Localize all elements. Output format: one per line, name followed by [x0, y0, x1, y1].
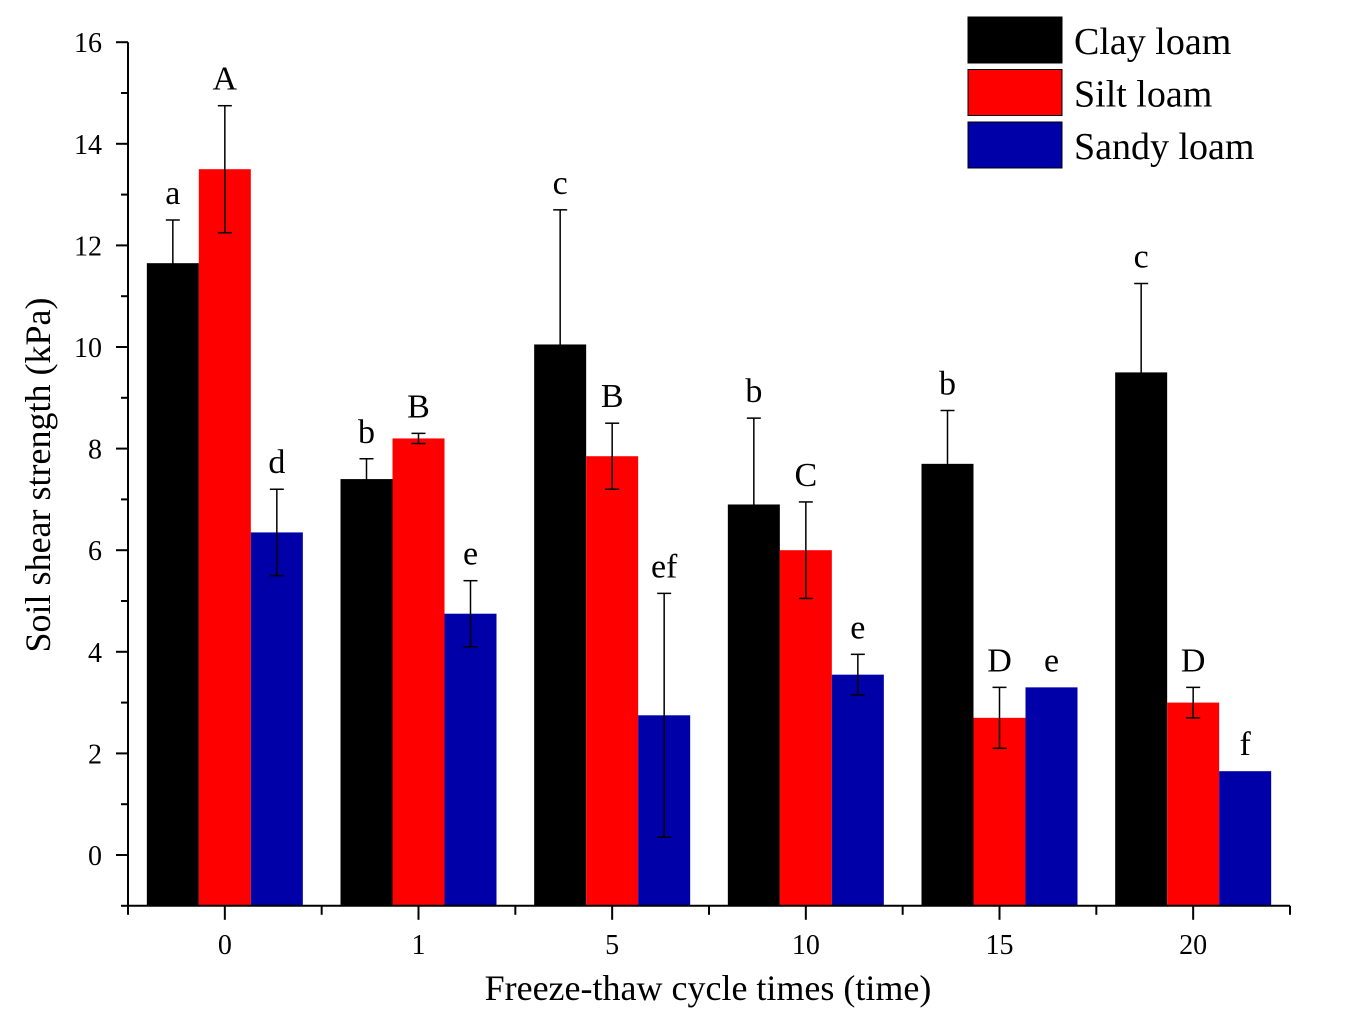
bar-silt-loam-1 — [392, 438, 445, 906]
y-tick-label: 0 — [88, 841, 102, 872]
bar-sandy-loam-10 — [831, 674, 884, 906]
x-tick-label: 0 — [218, 930, 232, 961]
y-axis-title: Soil shear strength (kPa) — [18, 298, 58, 653]
x-tick-label: 10 — [792, 930, 820, 961]
bar-silt-loam-0 — [198, 169, 251, 906]
significance-letter: B — [407, 388, 430, 425]
x-tick-label: 15 — [986, 930, 1014, 961]
bar-clay-loam-0 — [146, 263, 199, 906]
y-tick-label: 2 — [88, 739, 102, 770]
bar-clay-loam-1 — [340, 479, 393, 906]
legend-swatch-silt-loam — [967, 69, 1063, 116]
legend-label: Clay loam — [1074, 21, 1231, 63]
significance-letter: A — [213, 61, 238, 98]
legend-swatch-clay-loam — [967, 16, 1063, 64]
bar-silt-loam-20 — [1167, 702, 1220, 906]
significance-letter: f — [1240, 726, 1252, 763]
significance-letter: a — [165, 175, 180, 212]
significance-letter: b — [939, 366, 956, 403]
bar-sandy-loam-1 — [444, 613, 497, 906]
x-tick-label: 20 — [1179, 930, 1207, 961]
x-tick-label: 1 — [412, 930, 426, 961]
y-tick-label: 12 — [74, 231, 102, 262]
legend-label: Silt loam — [1074, 74, 1212, 116]
significance-letter: e — [850, 609, 865, 646]
bars-layer — [146, 104, 1272, 906]
significance-letter: ef — [651, 548, 678, 585]
y-tick-label: 16 — [74, 28, 102, 59]
significance-letter: D — [987, 642, 1012, 679]
significance-letter: c — [1134, 239, 1149, 276]
y-tick-label: 6 — [88, 536, 102, 567]
bar-clay-loam-15 — [921, 463, 974, 906]
legend: Clay loam Silt loam Sandy loam — [967, 16, 1254, 169]
bar-silt-loam-5 — [586, 456, 639, 906]
significance-letter: b — [358, 414, 375, 451]
bar-sandy-loam-0 — [250, 532, 303, 906]
bar-sandy-loam-20 — [1219, 771, 1272, 906]
significance-letter: d — [268, 444, 285, 481]
legend-label: Sandy loam — [1074, 126, 1254, 168]
significance-letter: D — [1181, 642, 1206, 679]
y-tick-label: 4 — [88, 638, 102, 669]
y-tick-label: 10 — [74, 333, 102, 364]
significance-letter: C — [794, 457, 817, 494]
y-tick-label: 14 — [74, 130, 102, 161]
significance-letter: b — [745, 373, 762, 410]
significance-letter: e — [463, 536, 478, 573]
legend-swatch-sandy-loam — [967, 121, 1063, 169]
x-axis-title: Freeze-thaw cycle times (time) — [485, 968, 932, 1008]
bar-silt-loam-10 — [779, 550, 832, 906]
significance-letter: B — [601, 378, 624, 415]
bar-silt-loam-15 — [973, 717, 1026, 906]
x-tick-label: 5 — [605, 930, 619, 961]
significance-letter: c — [553, 165, 568, 202]
bar-sandy-loam-15 — [1025, 687, 1078, 906]
significance-letter: e — [1044, 642, 1059, 679]
y-tick-label: 8 — [88, 435, 102, 466]
